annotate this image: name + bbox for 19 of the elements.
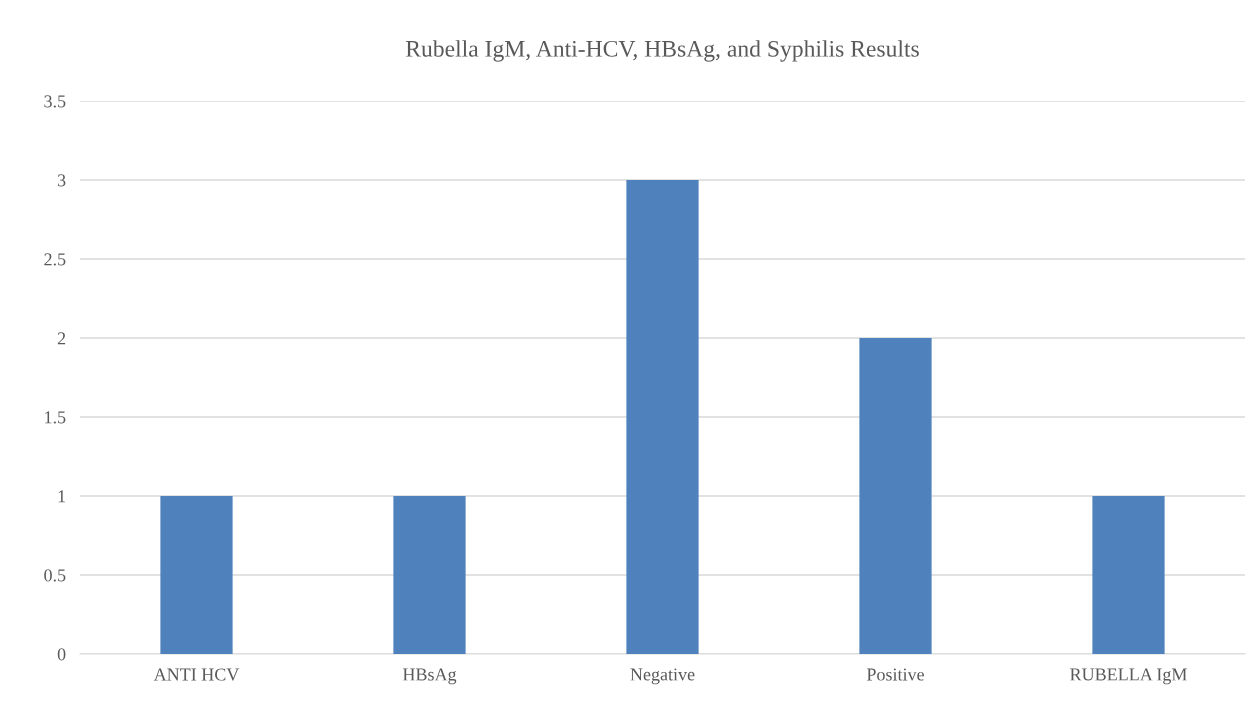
x-tick-label: HBsAg	[402, 668, 457, 685]
bar	[160, 496, 233, 654]
y-tick-label: 3	[57, 174, 66, 187]
bar	[393, 496, 466, 654]
y-tick-label: 1	[58, 490, 66, 503]
bar	[1092, 496, 1165, 654]
y-tick-label: 2.5	[44, 253, 66, 266]
bar	[626, 180, 699, 654]
x-tick-label: ANTI HCV	[153, 668, 240, 681]
x-tick-label: RUBELLA IgM	[1070, 668, 1187, 685]
bar	[859, 338, 932, 654]
y-tick-label: 3.5	[44, 95, 66, 108]
x-tick-label: Negative	[630, 668, 695, 685]
y-tick-label: 2	[57, 332, 66, 345]
y-tick-label: 0	[57, 648, 66, 661]
y-tick-label: 1.5	[45, 411, 66, 424]
y-tick-label: 0.5	[44, 569, 66, 582]
x-tick-label: Positive	[866, 668, 924, 681]
chart-title: Rubella IgM, Anti-HCV, HBsAg, and Syphilis Results	[405, 40, 919, 62]
